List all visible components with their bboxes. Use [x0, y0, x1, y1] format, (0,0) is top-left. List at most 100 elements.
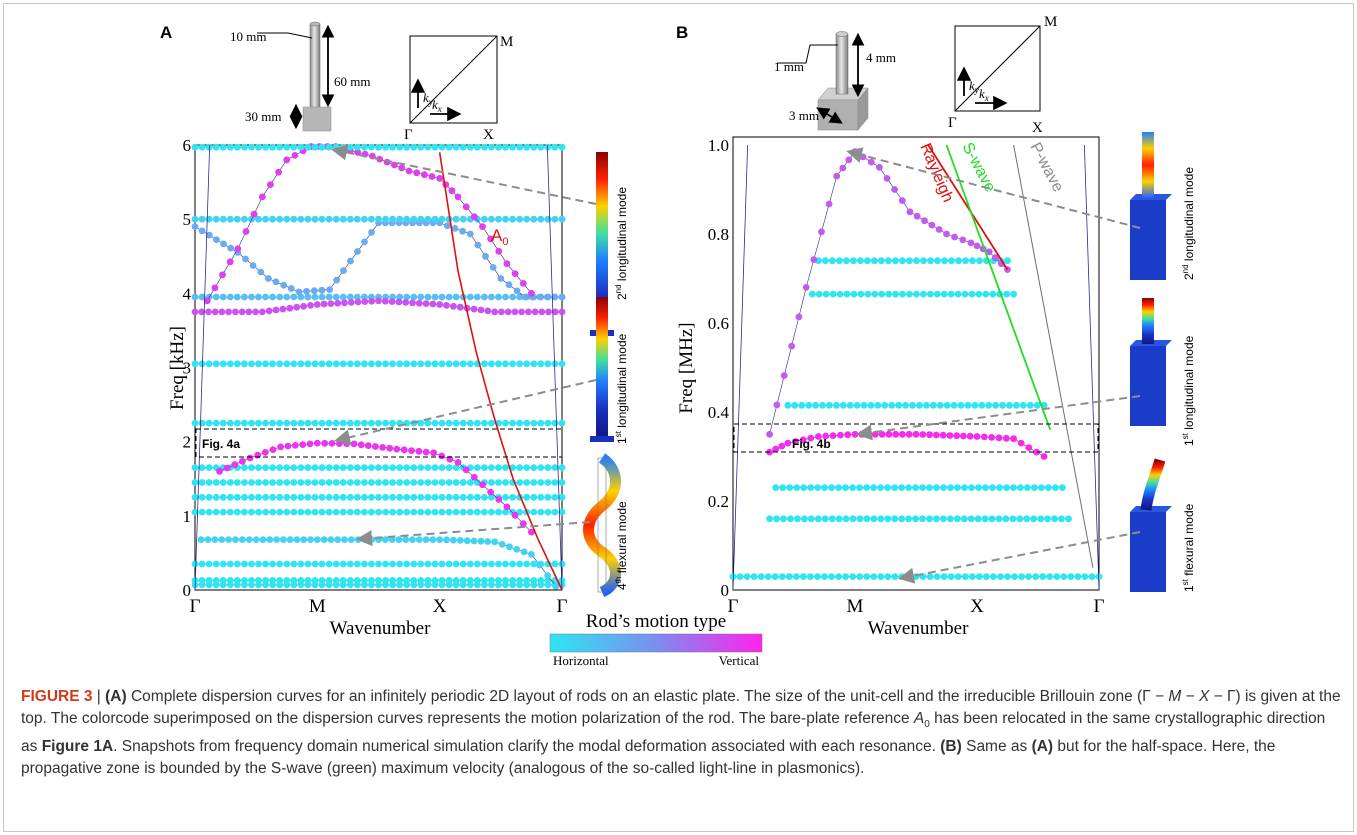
- dispersion-point: [513, 287, 521, 295]
- dispersion-point: [495, 496, 503, 503]
- dispersion-point: [536, 293, 544, 301]
- dispersion-point: [290, 560, 298, 568]
- dispersion-point: [502, 479, 509, 486]
- dispersion-point: [318, 143, 326, 151]
- dispersion-point: [353, 360, 361, 368]
- dispersion-point: [1010, 290, 1017, 298]
- dispersion-point: [290, 360, 298, 368]
- dispersion-point: [318, 419, 326, 427]
- dispersion-point: [339, 360, 347, 368]
- dispersion-point: [511, 308, 519, 316]
- y-tick-label: 0.6: [708, 314, 729, 333]
- dispersion-point: [276, 293, 284, 301]
- dispersion-point: [503, 503, 511, 511]
- dispersion-point: [885, 430, 893, 438]
- snapshot-a-4th-flex: [583, 453, 621, 598]
- dispersion-point: [325, 360, 333, 368]
- dispersion-point: [980, 433, 988, 441]
- y-tick-label: 1: [183, 507, 192, 526]
- svg-text:4th flexural mode: 4th flexural mode: [614, 501, 629, 590]
- dispersion-point: [318, 286, 326, 294]
- dispersion-point: [537, 143, 545, 151]
- dispersion-point: [516, 479, 524, 486]
- dispersion-point: [772, 445, 780, 453]
- dispersion-point: [1016, 515, 1024, 523]
- rayleigh-label: Rayleigh: [916, 141, 956, 205]
- dispersion-point: [933, 573, 941, 580]
- dispersion-point: [509, 293, 516, 301]
- dispersion-point: [290, 577, 298, 584]
- dispersion-point: [346, 293, 354, 301]
- dispersion-point: [353, 215, 361, 223]
- dispersion-point: [473, 464, 481, 471]
- dispersion-point: [421, 171, 428, 179]
- dispersion-point: [431, 560, 439, 568]
- dispersion-point: [843, 257, 850, 265]
- dispersion-point: [389, 577, 396, 584]
- dispersion-point: [462, 203, 470, 211]
- dispersion-point: [853, 401, 861, 409]
- dispersion-point: [328, 440, 336, 447]
- mode-a1-text: longitudinal mode: [615, 187, 629, 285]
- dispersion-point: [346, 493, 354, 501]
- dispersion-point: [232, 536, 239, 543]
- dispersion-point: [934, 257, 941, 265]
- dispersion-point: [1018, 573, 1025, 580]
- dispersion-point: [996, 484, 1003, 491]
- snapshot-b-1st-long: [1142, 298, 1154, 344]
- zoom-box-b: [733, 423, 1099, 453]
- dispersion-point: [424, 508, 432, 516]
- branch-line: [732, 144, 749, 591]
- dispersion-point: [191, 560, 199, 568]
- dispersion-point: [431, 479, 439, 486]
- dispersion-point: [273, 536, 280, 543]
- dispersion-point: [973, 433, 981, 440]
- dispersion-point: [232, 308, 239, 316]
- dispersion-point: [255, 560, 262, 568]
- dispersion-point: [870, 573, 878, 580]
- dispersion-point: [269, 143, 276, 151]
- dispersion-point: [283, 508, 291, 516]
- dispersion-point: [379, 444, 386, 451]
- dispersion-point: [452, 560, 460, 568]
- dispersion-point: [284, 442, 292, 450]
- dispersion-point: [304, 479, 312, 486]
- dispersion-point: [551, 479, 559, 486]
- dispersion-point: [368, 464, 375, 471]
- dispersion-point: [1040, 453, 1048, 460]
- dispersion-point: [1011, 573, 1018, 580]
- dispersion-point: [410, 360, 418, 368]
- dispersion-point: [544, 360, 552, 368]
- dispersion-point: [857, 257, 864, 265]
- x-tick-label: M: [309, 596, 326, 617]
- dispersion-point: [484, 538, 492, 545]
- dispersion-point: [491, 538, 499, 546]
- dispersion-point: [191, 223, 199, 231]
- dispersion-point: [969, 257, 976, 265]
- dispersion-point: [466, 230, 474, 238]
- caption-m: M: [1168, 688, 1182, 705]
- dispersion-point: [523, 560, 531, 568]
- dispersion-point: [225, 308, 233, 316]
- kx-sub-a: x: [437, 104, 442, 114]
- dispersion-point: [198, 293, 206, 301]
- dispersion-point: [357, 441, 365, 449]
- caption-a-tag: (A): [105, 688, 127, 705]
- bz-gamma-a: Γ: [404, 127, 413, 143]
- dispersion-point: [835, 484, 842, 491]
- dispersion-point: [241, 143, 248, 151]
- dispersion-point: [509, 493, 516, 501]
- dispersion-point: [203, 297, 211, 305]
- dispersion-point: [226, 419, 234, 427]
- dispersion-point: [205, 508, 213, 516]
- dispersion-point: [957, 401, 965, 409]
- dispersion-point: [955, 257, 962, 265]
- dispersion-point: [516, 143, 524, 151]
- dispersion-point: [940, 515, 947, 523]
- dispersion-point: [403, 215, 411, 223]
- dispersion-point: [939, 431, 947, 439]
- x-tick-label: X: [970, 596, 984, 617]
- dispersion-point: [456, 537, 464, 544]
- dispersion-point: [269, 508, 276, 516]
- dispersion-point: [877, 573, 885, 580]
